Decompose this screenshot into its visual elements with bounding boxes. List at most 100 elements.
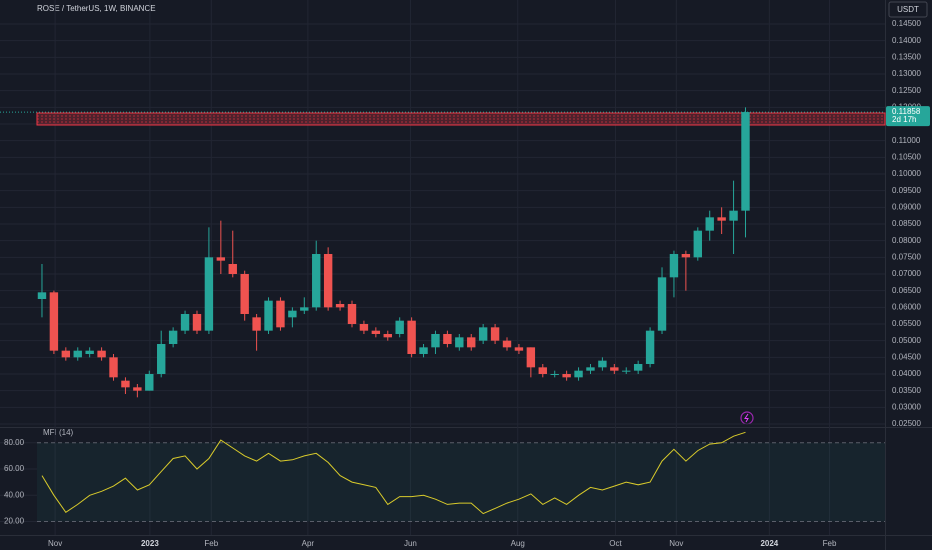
last-price-label: 0.11858 [892, 107, 921, 116]
candle-body [359, 324, 369, 331]
candle-body [490, 327, 500, 341]
y-tick-label: 0.12500 [892, 86, 921, 95]
candle-body [478, 327, 488, 341]
candle-body [693, 230, 702, 258]
candle-body [383, 334, 392, 338]
candle-body [574, 370, 583, 378]
candle-body [681, 254, 691, 258]
candle-body [97, 350, 106, 358]
y-tick-label: 0.07000 [892, 269, 921, 278]
y-tick-label: 0.09000 [892, 202, 921, 211]
candle-body [61, 350, 71, 358]
candle-body [192, 314, 202, 331]
x-tick-label: Nov [48, 539, 62, 548]
mfi-line [41, 431, 746, 515]
candle-body [300, 307, 309, 311]
candle-body [443, 334, 452, 345]
candle-body [264, 300, 273, 331]
candle-body [288, 310, 297, 318]
candle-body [598, 360, 607, 368]
candle-body [657, 277, 667, 331]
candle-body [669, 254, 679, 278]
candle-body [538, 367, 547, 375]
mfi-tick-label: 60.00 [4, 464, 25, 473]
x-tick-label: Oct [609, 539, 622, 548]
y-tick-label: 0.14500 [892, 19, 921, 28]
y-tick-label: 0.06000 [892, 302, 921, 311]
x-tick-label: 2023 [141, 539, 159, 548]
candle-body [431, 334, 440, 348]
candle-body [586, 367, 595, 371]
candle-body [467, 337, 476, 348]
y-tick-label: 0.05500 [892, 319, 921, 328]
y-tick-label: 0.02500 [892, 419, 921, 428]
candle-body [645, 330, 655, 365]
candle-body [502, 340, 512, 348]
countdown-label: 2d 17h [892, 115, 916, 124]
y-tick-label: 0.11000 [892, 136, 921, 145]
mfi-band [37, 442, 885, 522]
candle-body [419, 347, 428, 355]
event-icon-bolt [744, 413, 749, 423]
indicator-name: MFI (14) [43, 428, 74, 437]
candle-body [514, 347, 524, 351]
currency-button[interactable] [888, 1, 928, 18]
candle-body [49, 292, 59, 351]
x-tick-label: Nov [669, 539, 683, 548]
candle-body [168, 330, 178, 345]
candle-body [407, 320, 416, 355]
y-tick-label: 0.10500 [892, 152, 921, 161]
candle-body [85, 350, 94, 355]
y-tick-label: 0.08500 [892, 219, 921, 228]
candle-body [240, 274, 249, 315]
y-tick-label: 0.08000 [892, 236, 921, 245]
candle-body [121, 380, 130, 388]
y-tick-label: 0.05000 [892, 336, 921, 345]
candle-body [109, 357, 118, 378]
candle-body [276, 300, 285, 328]
candle-body [526, 347, 536, 368]
candle-body [216, 257, 226, 261]
candle-body [252, 317, 261, 331]
y-tick-label: 0.07500 [892, 252, 921, 261]
candle-body [157, 344, 166, 375]
candle-body [180, 314, 190, 331]
candle-body [562, 374, 571, 378]
candle-body [145, 374, 154, 391]
candle-body [323, 254, 333, 308]
candle-body [204, 257, 214, 331]
x-tick-label: Feb [204, 539, 218, 548]
x-tick-label: Apr [302, 539, 315, 548]
y-tick-label: 0.14000 [892, 36, 921, 45]
y-tick-label: 0.10000 [892, 169, 921, 178]
y-tick-label: 0.03500 [892, 386, 921, 395]
candle-body [347, 304, 357, 325]
candle-body [73, 350, 82, 358]
candle-body [741, 112, 750, 211]
candle-body [705, 217, 714, 231]
last-price-box [886, 106, 930, 127]
candle-body [610, 367, 619, 371]
x-tick-label: Feb [823, 539, 837, 548]
candle-body [455, 337, 464, 348]
y-tick-label: 0.03000 [892, 402, 921, 411]
mfi-tick-label: 40.00 [4, 490, 25, 499]
mfi-tick-label: 20.00 [4, 517, 25, 526]
candle-body [633, 364, 643, 371]
candle-body [133, 387, 142, 391]
candle-body [371, 330, 381, 335]
y-tick-label: 0.04000 [892, 369, 921, 378]
y-tick-label: 0.13000 [892, 69, 921, 78]
candle-body [395, 320, 404, 335]
currency-label: USDT [897, 5, 919, 14]
candle-body [729, 210, 738, 221]
y-tick-label: 0.13500 [892, 52, 921, 61]
candle-body [228, 264, 237, 275]
x-tick-label: Jun [404, 539, 417, 548]
candle-body [335, 304, 345, 308]
candle-body [717, 217, 726, 221]
x-tick-label: Aug [511, 539, 525, 548]
x-tick-label: 2024 [760, 539, 778, 548]
